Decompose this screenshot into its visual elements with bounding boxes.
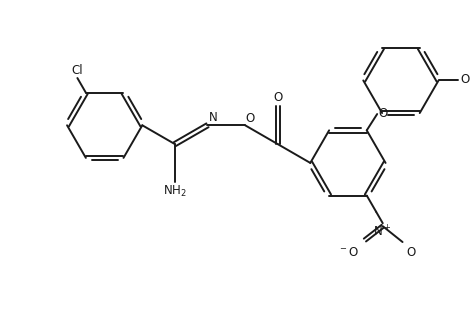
Text: O: O <box>378 107 387 120</box>
Text: Cl: Cl <box>72 64 83 77</box>
Text: N$^+$: N$^+$ <box>374 224 392 240</box>
Text: O: O <box>406 246 416 259</box>
Text: N: N <box>209 111 217 124</box>
Text: O: O <box>273 91 282 104</box>
Text: NH$_2$: NH$_2$ <box>163 184 187 199</box>
Text: $^-$O: $^-$O <box>338 246 359 259</box>
Text: O: O <box>461 73 470 86</box>
Text: O: O <box>245 112 255 125</box>
